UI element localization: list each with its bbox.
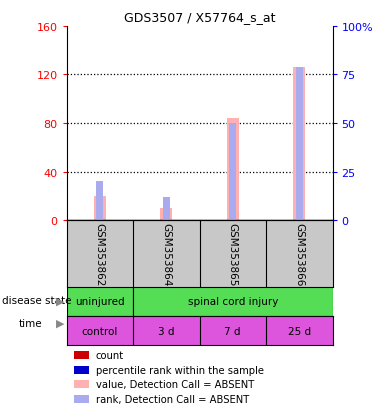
Text: GSM353862: GSM353862 <box>95 222 105 285</box>
Bar <box>94 196 106 221</box>
Text: uninjured: uninjured <box>75 297 125 307</box>
Bar <box>227 119 239 221</box>
Bar <box>160 209 172 221</box>
Bar <box>74 380 89 389</box>
Text: disease state: disease state <box>2 296 71 306</box>
Bar <box>74 366 89 374</box>
Bar <box>74 351 89 359</box>
Text: time: time <box>19 318 43 328</box>
Text: ▶: ▶ <box>56 296 64 306</box>
Text: 25 d: 25 d <box>288 326 311 336</box>
Text: spinal cord injury: spinal cord injury <box>188 297 278 307</box>
Bar <box>296 68 302 221</box>
Bar <box>133 287 332 316</box>
Bar <box>293 68 305 221</box>
Bar <box>163 197 169 221</box>
Text: percentile rank within the sample: percentile rank within the sample <box>96 365 264 375</box>
Text: rank, Detection Call = ABSENT: rank, Detection Call = ABSENT <box>96 394 249 404</box>
Bar <box>230 124 236 221</box>
Title: GDS3507 / X57764_s_at: GDS3507 / X57764_s_at <box>124 11 275 24</box>
Bar <box>74 395 89 403</box>
Bar <box>97 182 103 221</box>
Text: ▶: ▶ <box>56 318 64 328</box>
Text: 7 d: 7 d <box>225 326 241 336</box>
Text: GSM353864: GSM353864 <box>161 222 171 285</box>
Text: GSM353866: GSM353866 <box>294 222 304 285</box>
Text: count: count <box>96 350 124 360</box>
Text: 3 d: 3 d <box>158 326 174 336</box>
Text: value, Detection Call = ABSENT: value, Detection Call = ABSENT <box>96 380 254 389</box>
Text: GSM353865: GSM353865 <box>228 222 238 285</box>
Text: control: control <box>82 326 118 336</box>
Bar <box>66 287 133 316</box>
